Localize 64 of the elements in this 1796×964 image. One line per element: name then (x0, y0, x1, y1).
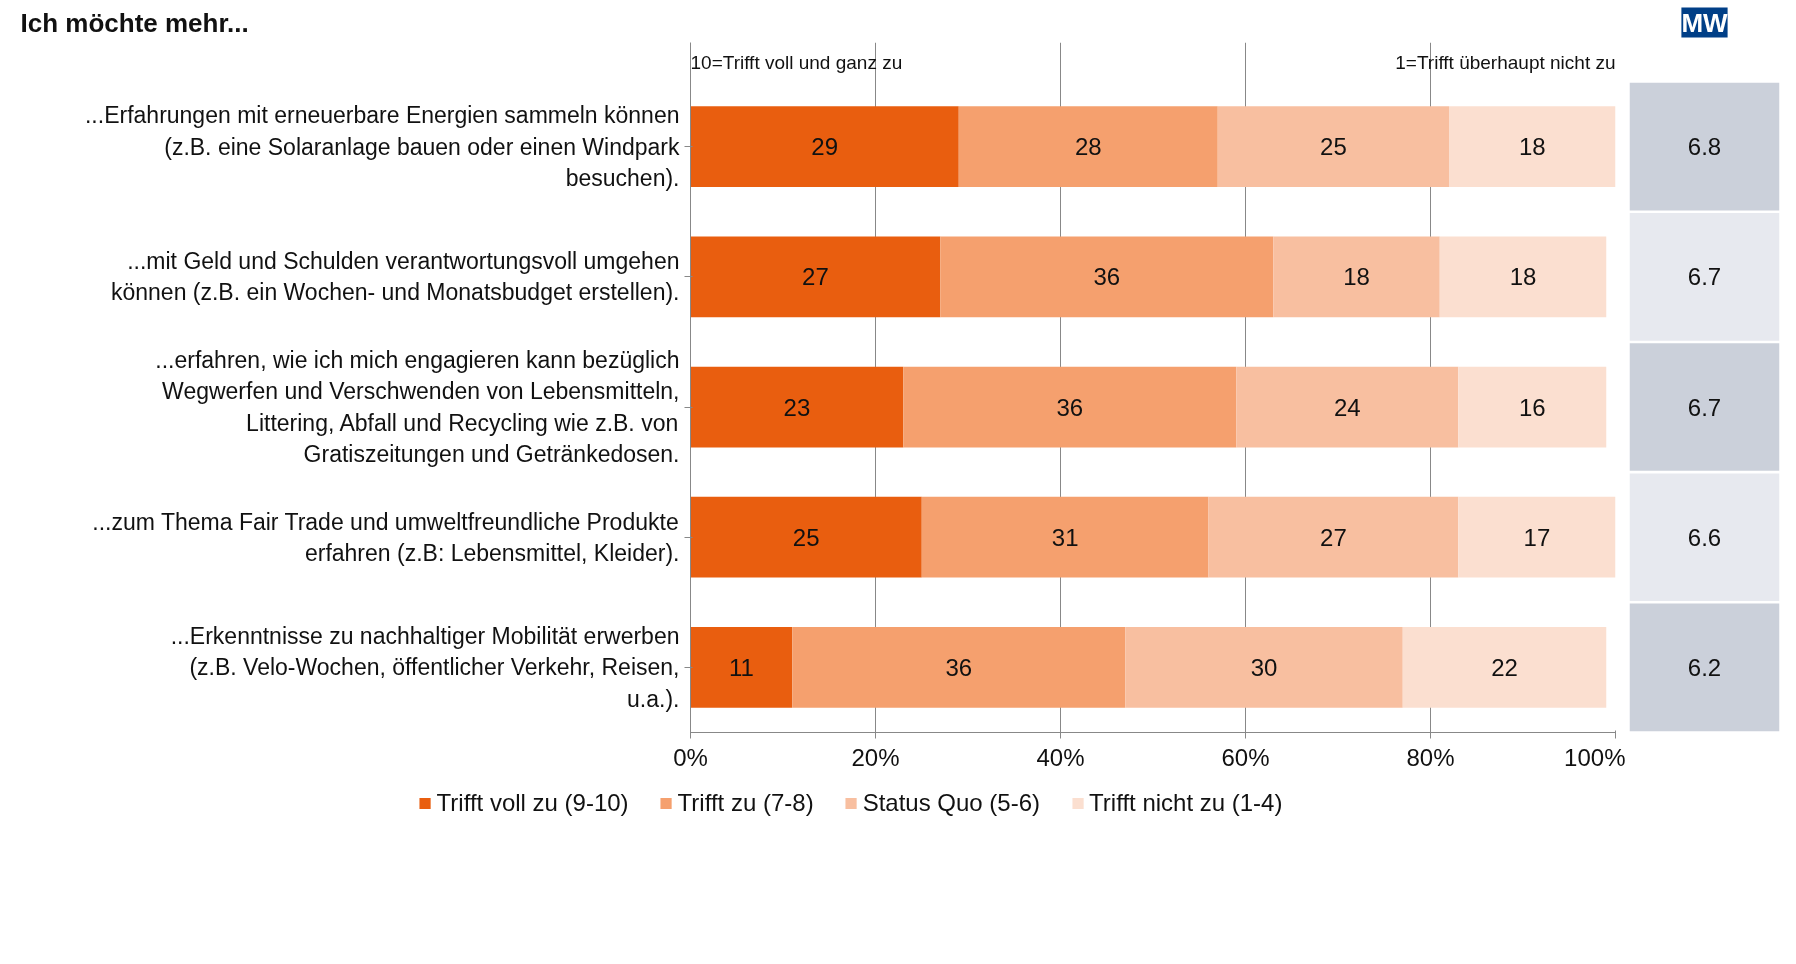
bar (690, 627, 793, 708)
data-label: 24 (1333, 393, 1361, 421)
bar (921, 496, 1209, 578)
text: MW (1681, 7, 1729, 38)
bar (690, 366, 904, 448)
x-tick-label: 20% (851, 743, 900, 771)
bar (1402, 627, 1607, 708)
data-label: 28 (1074, 133, 1102, 161)
text: 6.6 (1687, 523, 1722, 551)
bar (1125, 627, 1403, 708)
data-label: 31 (1051, 523, 1079, 551)
data-label: 17 (1523, 523, 1551, 551)
data-label: 16 (1518, 393, 1546, 421)
data-label: 25 (792, 523, 820, 551)
bar (940, 236, 1274, 318)
data-label: 11 (728, 653, 754, 681)
legend-label: Trifft voll zu (9-10) (436, 789, 629, 817)
bar (690, 496, 922, 578)
annotation: 1=Trifft überhaupt nicht zu (1395, 51, 1616, 73)
y-tick-label: ...Erfahrungen mit erneuerbare Energien sammeln können (z.B. eine Solaranlage bauen oder einen Windpark besuchen). (84, 102, 680, 191)
data-label: 25 (1320, 133, 1347, 161)
data-label: 29 (811, 133, 838, 161)
y-tick-label: ...mit Geld und Schulden verantwortungsvoll umgehen können (z.B. ein Wochen- und Monatsbudget erstellen). (110, 248, 680, 306)
bar (1217, 106, 1449, 188)
text: 6.7 (1687, 393, 1722, 421)
bar (690, 106, 959, 188)
bar (1236, 366, 1459, 448)
data-label: 27 (802, 263, 829, 291)
legend-label: Trifft nicht zu (1-4) (1089, 789, 1283, 817)
y-tick-label: ...Erkenntnisse zu nachhaltiger Mobilität erwerben (z.B. Velo-Wochen, öffentlicher Verkehr, Reisen, u.a.). (170, 623, 680, 712)
data-label: 30 (1250, 653, 1278, 681)
text: 6.7 (1687, 263, 1722, 291)
text: Ich möchte mehr... (20, 7, 249, 38)
x-tick-label: 40% (1036, 743, 1085, 771)
legend-label: Status Quo (5-6) (862, 789, 1041, 817)
bar (1458, 496, 1616, 578)
data-label: 36 (1056, 393, 1084, 421)
bar (1439, 236, 1607, 318)
data-label: 23 (783, 393, 811, 421)
text: 6.8 (1687, 133, 1722, 161)
y-tick-label: ...zum Thema Fair Trade und umweltfreundliche Produkte erfahren (z.B: Lebensmittel, Kleider). (92, 508, 680, 566)
bar (690, 236, 941, 318)
bar (1273, 236, 1440, 318)
bar (1458, 366, 1607, 448)
bar (958, 106, 1218, 188)
y-tick-label: ...erfahren, wie ich mich engagieren kann bezüglich Wegwerfen und Verschwenden von Lebensmitteln, Littering, Abfall und Recycling wie z.B. von Gratiszeitungen und Getränkedosen. (155, 347, 680, 467)
bar (1208, 496, 1459, 578)
data-label: 18 (1518, 133, 1546, 161)
legend-label: Trifft zu (7-8) (677, 789, 814, 817)
data-label: 27 (1320, 523, 1347, 551)
x-tick-label: 0% (673, 743, 708, 771)
data-label: 22 (1491, 653, 1518, 681)
data-label: 36 (1093, 263, 1121, 291)
x-tick-label: 100% (1564, 743, 1626, 771)
data-label: 18 (1509, 263, 1537, 291)
bar (792, 627, 1126, 708)
x-tick-label: 80% (1406, 743, 1455, 771)
annotation: 10=Trifft voll und ganz zu (690, 51, 903, 73)
data-label: 18 (1343, 263, 1370, 291)
bar (1449, 106, 1616, 188)
x-tick-label: 60% (1221, 743, 1270, 771)
data-label: 36 (945, 653, 973, 681)
bar (903, 366, 1237, 448)
text: 6.2 (1687, 653, 1722, 681)
